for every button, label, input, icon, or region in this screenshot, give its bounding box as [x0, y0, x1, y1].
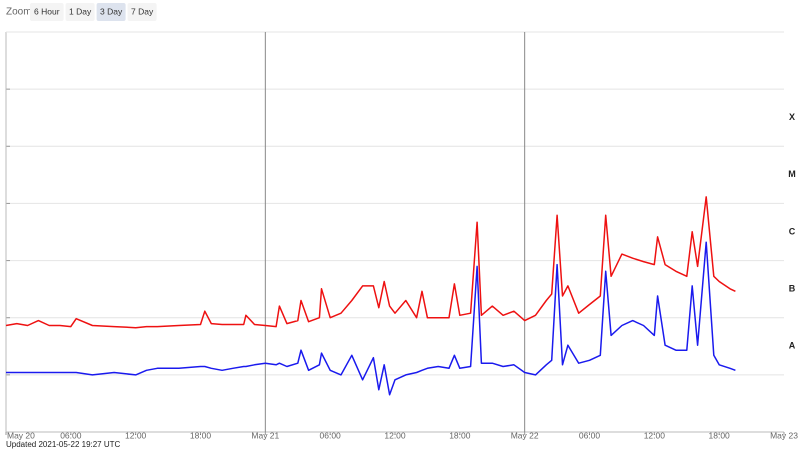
x-tick-label: 12:00: [384, 430, 406, 440]
zoom-button[interactable]: [65, 3, 95, 21]
zoom-button[interactable]: [30, 3, 64, 21]
flux-line: [5, 196, 736, 329]
zoom-button-label[interactable]: 6 Hour: [34, 6, 60, 16]
x-tick-label: May 23: [770, 430, 798, 440]
zoom-button[interactable]: [96, 3, 126, 21]
x-tick-label: 12:00: [644, 430, 666, 440]
flare-class-label: C: [789, 226, 796, 236]
zoom-button-label[interactable]: 7 Day: [131, 6, 154, 16]
x-tick-label: 18:00: [190, 430, 212, 440]
x-tick-label: 06:00: [60, 430, 82, 440]
updated-text: Updated 2021-05-22 19:27 UTC: [6, 440, 121, 449]
x-tick-label: 06:00: [579, 430, 601, 440]
x-tick-label: 18:00: [449, 430, 471, 440]
flare-class-label: X: [789, 112, 795, 122]
zoom-button-label[interactable]: 3 Day: [100, 6, 123, 16]
zoom-label: Zoom: [6, 7, 32, 18]
x-tick-label: May 21: [251, 430, 279, 440]
x-tick-label: 18:00: [709, 430, 731, 440]
flare-class-label: B: [789, 284, 796, 294]
x-tick-label: 12:00: [125, 430, 147, 440]
flare-class-label: A: [789, 341, 796, 351]
x-tick-label: May 20: [7, 430, 35, 440]
x-tick-label: May 22: [511, 430, 539, 440]
zoom-button-label[interactable]: 1 Day: [69, 6, 92, 16]
x-tick-label: 06:00: [320, 430, 342, 440]
flux-line: [6, 241, 736, 396]
flare-class-label: M: [788, 169, 796, 179]
zoom-button[interactable]: [127, 3, 157, 21]
